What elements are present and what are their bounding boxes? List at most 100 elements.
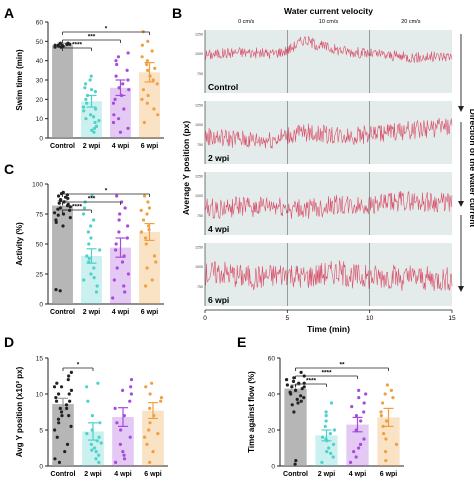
- data-point: [394, 442, 399, 446]
- data-point: [111, 120, 116, 125]
- y-tick-label: 1000: [195, 194, 203, 198]
- data-point: [83, 86, 87, 90]
- y-tick-label: 1000: [195, 52, 203, 56]
- data-point: [58, 41, 62, 45]
- data-point: [126, 126, 130, 130]
- bar: [284, 388, 307, 466]
- data-point: [83, 82, 88, 86]
- data-point: [153, 66, 157, 70]
- y-tick-label: 1000: [195, 265, 203, 269]
- panel-b-letter: B: [172, 5, 182, 21]
- data-point: [85, 385, 89, 389]
- data-point: [150, 381, 154, 385]
- data-point: [90, 448, 94, 452]
- data-point: [115, 421, 119, 425]
- data-point: [54, 396, 58, 400]
- data-point: [144, 284, 148, 288]
- data-point: [118, 212, 122, 216]
- data-point: [61, 44, 65, 48]
- x-tick-label: 10: [366, 315, 374, 322]
- data-point: [362, 401, 366, 405]
- y-tick-label: 60: [268, 356, 276, 363]
- velocity-label: 20 cm/s: [401, 19, 421, 25]
- data-point: [320, 460, 324, 464]
- chart-title: Water current velocity: [284, 6, 373, 16]
- y-tick-label: 75: [36, 212, 44, 219]
- y-tick-label: 1250: [195, 103, 203, 107]
- significance-label: *: [105, 26, 108, 33]
- data-point: [117, 218, 121, 222]
- data-point: [92, 130, 96, 134]
- x-tick-label: 6 wpi: [380, 471, 398, 478]
- data-point: [144, 385, 148, 389]
- data-point: [68, 42, 72, 46]
- data-point: [299, 399, 303, 403]
- y-tick-label: 750: [197, 143, 203, 147]
- bar: [81, 101, 102, 138]
- data-point: [54, 288, 58, 292]
- data-point: [302, 385, 306, 389]
- data-point: [58, 406, 62, 410]
- data-point: [111, 101, 116, 105]
- data-point: [357, 396, 361, 400]
- data-point: [57, 460, 62, 464]
- data-point: [57, 201, 61, 205]
- significance-label: ****: [72, 42, 83, 49]
- data-point: [84, 97, 88, 101]
- data-point: [143, 194, 147, 198]
- data-point: [89, 88, 94, 92]
- data-point: [121, 82, 125, 86]
- panel-d: 0 5 10 15 Avg Y position (x10² px) Control 2 w…: [15, 356, 168, 478]
- data-point: [56, 392, 61, 396]
- data-point: [114, 242, 118, 246]
- direction-arrowhead: [458, 106, 464, 112]
- data-point: [359, 419, 363, 423]
- bar: [110, 247, 131, 304]
- data-point: [348, 460, 353, 464]
- data-point: [56, 417, 61, 421]
- data-point: [115, 62, 119, 67]
- data-point: [385, 383, 389, 387]
- y-tick-label: 50: [36, 242, 44, 249]
- data-point: [126, 272, 130, 276]
- y-tick-label: 1000: [195, 123, 203, 127]
- data-point: [331, 442, 336, 446]
- data-point: [290, 403, 294, 407]
- data-point: [126, 78, 130, 82]
- data-point: [352, 450, 356, 454]
- data-point: [81, 212, 86, 216]
- data-point: [65, 442, 70, 446]
- data-point: [56, 213, 60, 217]
- data-point: [329, 451, 333, 455]
- data-point: [85, 432, 89, 436]
- y-tick-label: 1250: [195, 174, 203, 178]
- data-point: [81, 105, 86, 109]
- data-point: [53, 428, 57, 432]
- data-point: [293, 462, 297, 466]
- data-point: [56, 194, 61, 198]
- data-point: [90, 414, 94, 418]
- data-point: [357, 446, 361, 450]
- data-point: [284, 378, 289, 382]
- trace-line: [204, 260, 453, 291]
- data-point: [383, 450, 388, 454]
- data-point: [122, 457, 127, 461]
- data-point: [112, 113, 116, 117]
- data-point: [82, 278, 86, 282]
- panel-b: Water current velocity 0 cm/s 10 cm/s 20 cm…: [181, 6, 474, 334]
- data-point: [129, 392, 134, 396]
- y-tick-label: 750: [197, 285, 203, 289]
- panel-a: 0 10 20 30 40 50 60 Swim time (min) Control 2 wpi…: [15, 20, 164, 150]
- data-point: [53, 457, 57, 461]
- data-point: [362, 410, 366, 414]
- data-point: [152, 254, 157, 258]
- x-tick-label: 2 wpi: [83, 143, 101, 150]
- x-tick-label: Control: [50, 309, 75, 316]
- data-point: [69, 388, 74, 392]
- data-point: [295, 397, 299, 401]
- data-point: [88, 78, 92, 82]
- data-point: [82, 109, 86, 113]
- y-tick-label: 60: [36, 20, 44, 27]
- row-label: Control: [208, 82, 238, 92]
